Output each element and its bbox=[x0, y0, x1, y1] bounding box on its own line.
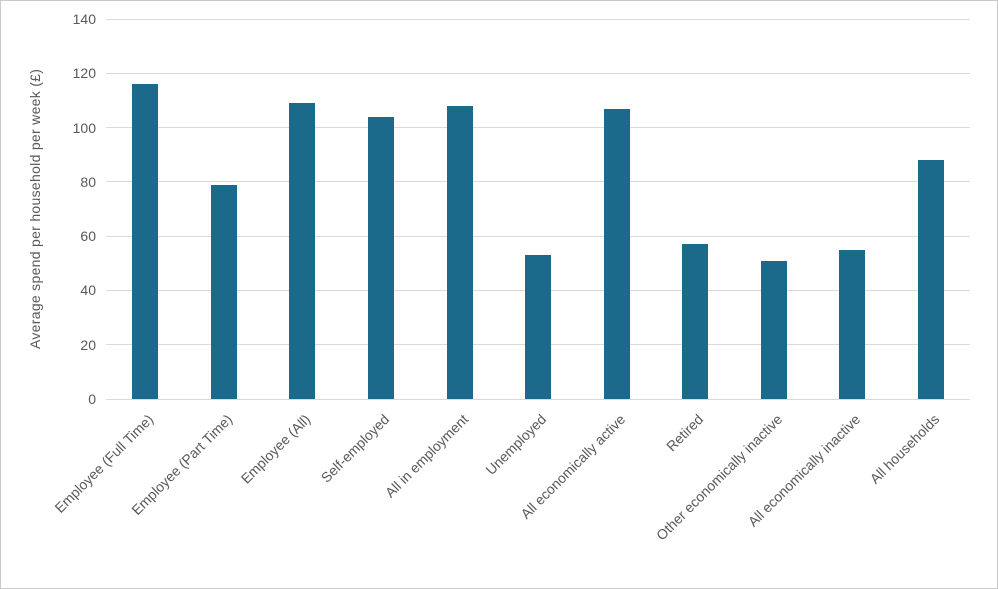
bar bbox=[839, 249, 866, 399]
bar bbox=[132, 84, 159, 399]
gridline bbox=[106, 181, 970, 183]
y-tick-label: 0 bbox=[88, 391, 96, 407]
plot-area bbox=[106, 18, 970, 400]
bar bbox=[525, 255, 551, 399]
x-category-label: Retired bbox=[663, 411, 707, 455]
y-tick-label: 60 bbox=[80, 228, 96, 245]
y-tick-label: 80 bbox=[80, 173, 96, 190]
y-tick-label: 20 bbox=[80, 336, 96, 353]
y-tick-label: 140 bbox=[72, 11, 96, 27]
x-category-label: Unemployed bbox=[482, 411, 550, 478]
bar bbox=[682, 244, 709, 399]
bar bbox=[446, 105, 473, 399]
bar bbox=[210, 184, 237, 399]
y-axis-title: Average spend per household per week (£) bbox=[27, 68, 43, 350]
bar bbox=[603, 108, 630, 399]
x-category-label: Employee (Part Time) bbox=[128, 411, 236, 519]
x-category-label: Employee (All) bbox=[238, 411, 314, 487]
x-category-label: All economically inactive bbox=[744, 411, 864, 530]
gridline bbox=[106, 72, 970, 74]
x-category-label: All in employment bbox=[381, 411, 471, 501]
x-category-label: Self-employed bbox=[317, 411, 393, 486]
bar bbox=[760, 260, 787, 399]
x-category-label: All economically active bbox=[516, 411, 628, 522]
x-category-label: All households bbox=[866, 411, 943, 487]
y-tick-label: 120 bbox=[72, 65, 96, 82]
bar bbox=[917, 160, 944, 399]
x-category-label: Other economically inactive bbox=[652, 411, 785, 544]
y-tick-label: 40 bbox=[80, 282, 96, 299]
gridline bbox=[106, 398, 970, 400]
gridline bbox=[106, 235, 970, 237]
y-tick-label: 100 bbox=[72, 119, 96, 136]
gridline bbox=[106, 18, 970, 20]
bar bbox=[367, 116, 394, 399]
gridline bbox=[106, 127, 970, 129]
x-category-label: Employee (Full Time) bbox=[51, 411, 157, 516]
bar bbox=[289, 103, 316, 399]
